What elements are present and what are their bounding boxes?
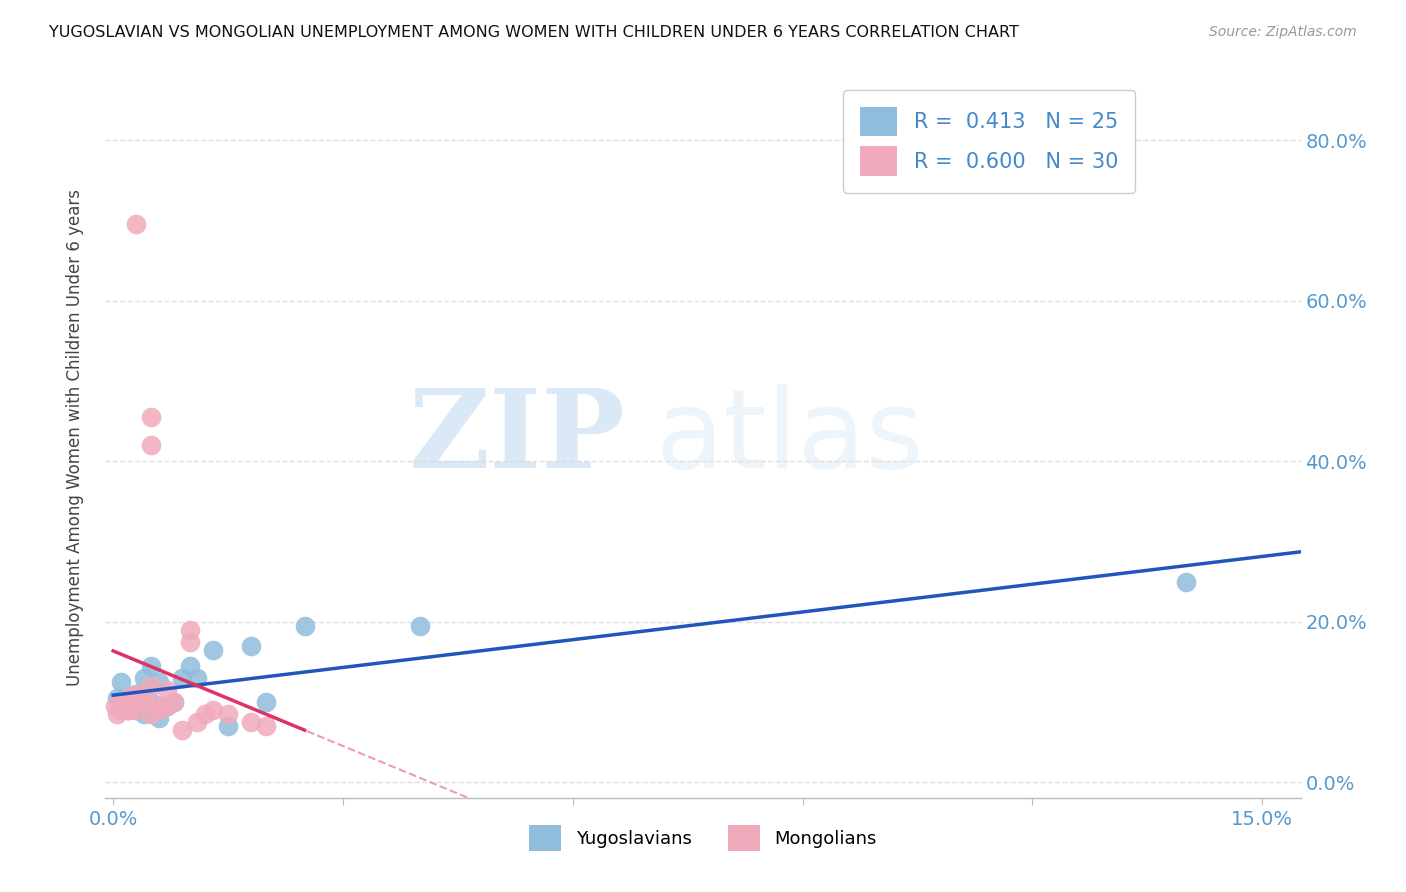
Text: Source: ZipAtlas.com: Source: ZipAtlas.com xyxy=(1209,25,1357,39)
Point xyxy=(294,619,316,633)
Point xyxy=(254,695,277,709)
Point xyxy=(156,683,179,698)
Point xyxy=(240,715,263,730)
Point xyxy=(201,642,224,657)
Text: atlas: atlas xyxy=(655,384,924,491)
Point xyxy=(141,695,163,709)
Point xyxy=(125,703,148,717)
Point xyxy=(201,703,224,717)
Point xyxy=(110,703,132,717)
Point xyxy=(132,695,155,709)
Point xyxy=(105,706,128,721)
Point xyxy=(104,699,127,714)
Point xyxy=(141,409,163,424)
Point xyxy=(117,703,139,717)
Legend: Yugoslavians, Mongolians: Yugoslavians, Mongolians xyxy=(522,818,884,858)
Point xyxy=(163,695,186,709)
Point xyxy=(179,623,201,637)
Point xyxy=(117,703,139,717)
Point xyxy=(148,674,170,689)
Point xyxy=(179,635,201,649)
Point xyxy=(132,671,155,685)
Point xyxy=(141,706,163,721)
Text: ZIP: ZIP xyxy=(409,384,626,491)
Point xyxy=(179,658,201,673)
Point xyxy=(141,658,163,673)
Point xyxy=(117,695,139,709)
Point xyxy=(132,687,155,701)
Point xyxy=(148,711,170,725)
Point xyxy=(125,687,148,701)
Point xyxy=(125,695,148,709)
Point xyxy=(156,699,179,714)
Point xyxy=(186,671,208,685)
Point xyxy=(125,687,148,701)
Point xyxy=(110,674,132,689)
Point xyxy=(1174,574,1197,589)
Point xyxy=(117,690,139,705)
Point xyxy=(217,706,239,721)
Point xyxy=(141,679,163,693)
Point xyxy=(254,719,277,733)
Y-axis label: Unemployment Among Women with Children Under 6 years: Unemployment Among Women with Children U… xyxy=(66,188,84,686)
Point xyxy=(156,699,179,714)
Point xyxy=(125,703,148,717)
Text: YUGOSLAVIAN VS MONGOLIAN UNEMPLOYMENT AMONG WOMEN WITH CHILDREN UNDER 6 YEARS CO: YUGOSLAVIAN VS MONGOLIAN UNEMPLOYMENT AM… xyxy=(49,25,1019,40)
Point xyxy=(125,217,148,231)
Point xyxy=(194,706,217,721)
Point xyxy=(186,715,208,730)
Point xyxy=(132,706,155,721)
Point xyxy=(148,699,170,714)
Point xyxy=(105,690,128,705)
Point xyxy=(141,438,163,452)
Point xyxy=(170,723,193,737)
Point xyxy=(240,639,263,653)
Point xyxy=(148,703,170,717)
Point xyxy=(117,703,139,717)
Point xyxy=(408,619,430,633)
Point xyxy=(110,699,132,714)
Point xyxy=(110,699,132,714)
Point xyxy=(110,695,132,709)
Point xyxy=(163,695,186,709)
Point xyxy=(217,719,239,733)
Point xyxy=(170,671,193,685)
